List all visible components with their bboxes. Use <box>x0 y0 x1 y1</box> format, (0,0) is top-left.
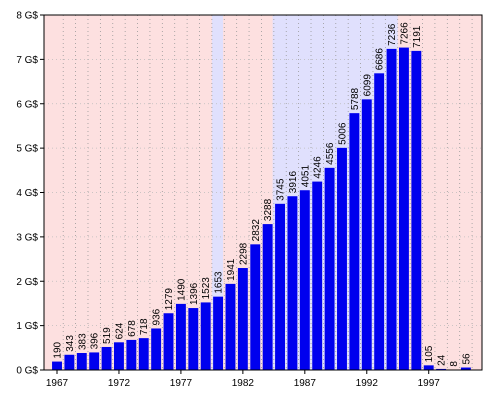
bar <box>299 190 310 370</box>
bar <box>287 196 298 370</box>
x-tick-label: 1982 <box>232 378 255 389</box>
bar <box>225 283 236 370</box>
bar <box>76 353 87 370</box>
data-label: 383 <box>77 333 88 350</box>
bar <box>126 339 137 370</box>
bar <box>275 203 285 370</box>
data-label: 24 <box>437 354 448 366</box>
data-label: 56 <box>461 353 472 365</box>
bar <box>324 167 335 370</box>
data-label: 105 <box>424 345 435 362</box>
data-label: 2298 <box>238 242 249 265</box>
data-label: 5788 <box>350 87 361 110</box>
data-label: 190 <box>53 341 64 358</box>
y-tick-label: 7 G$ <box>16 55 38 66</box>
bar <box>114 342 124 370</box>
bar <box>374 73 385 370</box>
data-label: 1941 <box>226 258 237 281</box>
bar <box>200 302 211 370</box>
bar <box>138 338 149 370</box>
x-tick-label: 1992 <box>356 378 379 389</box>
data-label: 7236 <box>387 23 398 46</box>
x-tick-label: 1997 <box>418 378 441 389</box>
data-label: 6686 <box>375 48 386 71</box>
data-label: 1279 <box>164 288 175 311</box>
data-label: 718 <box>139 318 150 335</box>
bar <box>423 365 434 370</box>
data-label: 4556 <box>325 142 336 165</box>
y-tick-label: 4 G$ <box>16 188 38 199</box>
data-label: 396 <box>90 332 101 349</box>
x-tick-label: 1987 <box>294 378 317 389</box>
data-label: 1523 <box>201 277 212 300</box>
bar <box>361 99 372 370</box>
y-tick-label: 6 G$ <box>16 99 38 110</box>
bar <box>163 313 174 370</box>
y-tick-label: 3 G$ <box>16 232 38 243</box>
x-tick-label: 1977 <box>170 378 193 389</box>
bar <box>349 113 360 370</box>
bar <box>64 354 75 370</box>
bar <box>411 50 422 370</box>
bar <box>213 296 224 370</box>
y-tick-label: 8 G$ <box>16 11 38 22</box>
data-label: 519 <box>102 327 113 344</box>
data-label: 3745 <box>276 178 287 201</box>
data-label: 4246 <box>313 156 324 179</box>
data-label: 1490 <box>176 278 187 301</box>
y-tick-label: 5 G$ <box>16 144 38 155</box>
data-label: 6099 <box>362 74 373 97</box>
bar <box>188 308 199 370</box>
y-tick-label: 0 G$ <box>16 366 38 377</box>
bar <box>101 346 112 370</box>
background-band <box>211 15 224 370</box>
bar <box>460 367 471 370</box>
bar <box>398 47 409 370</box>
data-label: 343 <box>65 335 76 352</box>
bar <box>89 352 100 370</box>
bar <box>386 48 397 371</box>
data-label: 1653 <box>214 271 225 294</box>
data-label: 7266 <box>399 22 410 45</box>
data-label: 936 <box>152 308 163 325</box>
bar <box>262 224 273 370</box>
data-label: 2832 <box>251 219 262 242</box>
y-tick-label: 1 G$ <box>16 321 38 332</box>
bar <box>151 328 162 370</box>
bar <box>436 368 447 370</box>
bar <box>250 244 261 370</box>
plot-frame <box>43 14 483 371</box>
data-label: 624 <box>114 322 125 339</box>
x-tick-label: 1967 <box>46 378 69 389</box>
data-label: 3916 <box>288 171 299 194</box>
bar <box>175 303 186 370</box>
bar <box>312 181 323 370</box>
bar <box>237 268 248 370</box>
y-tick-label: 2 G$ <box>16 277 38 288</box>
x-tick-label: 1972 <box>108 378 131 389</box>
data-label: 1396 <box>189 282 200 305</box>
bar <box>52 361 62 370</box>
data-label: 8 <box>449 361 460 367</box>
data-label: 7191 <box>412 25 423 48</box>
data-label: 4051 <box>300 165 311 188</box>
data-label: 3288 <box>263 198 274 221</box>
data-label: 5006 <box>337 122 348 145</box>
bar <box>337 147 347 370</box>
data-label: 678 <box>127 320 138 337</box>
